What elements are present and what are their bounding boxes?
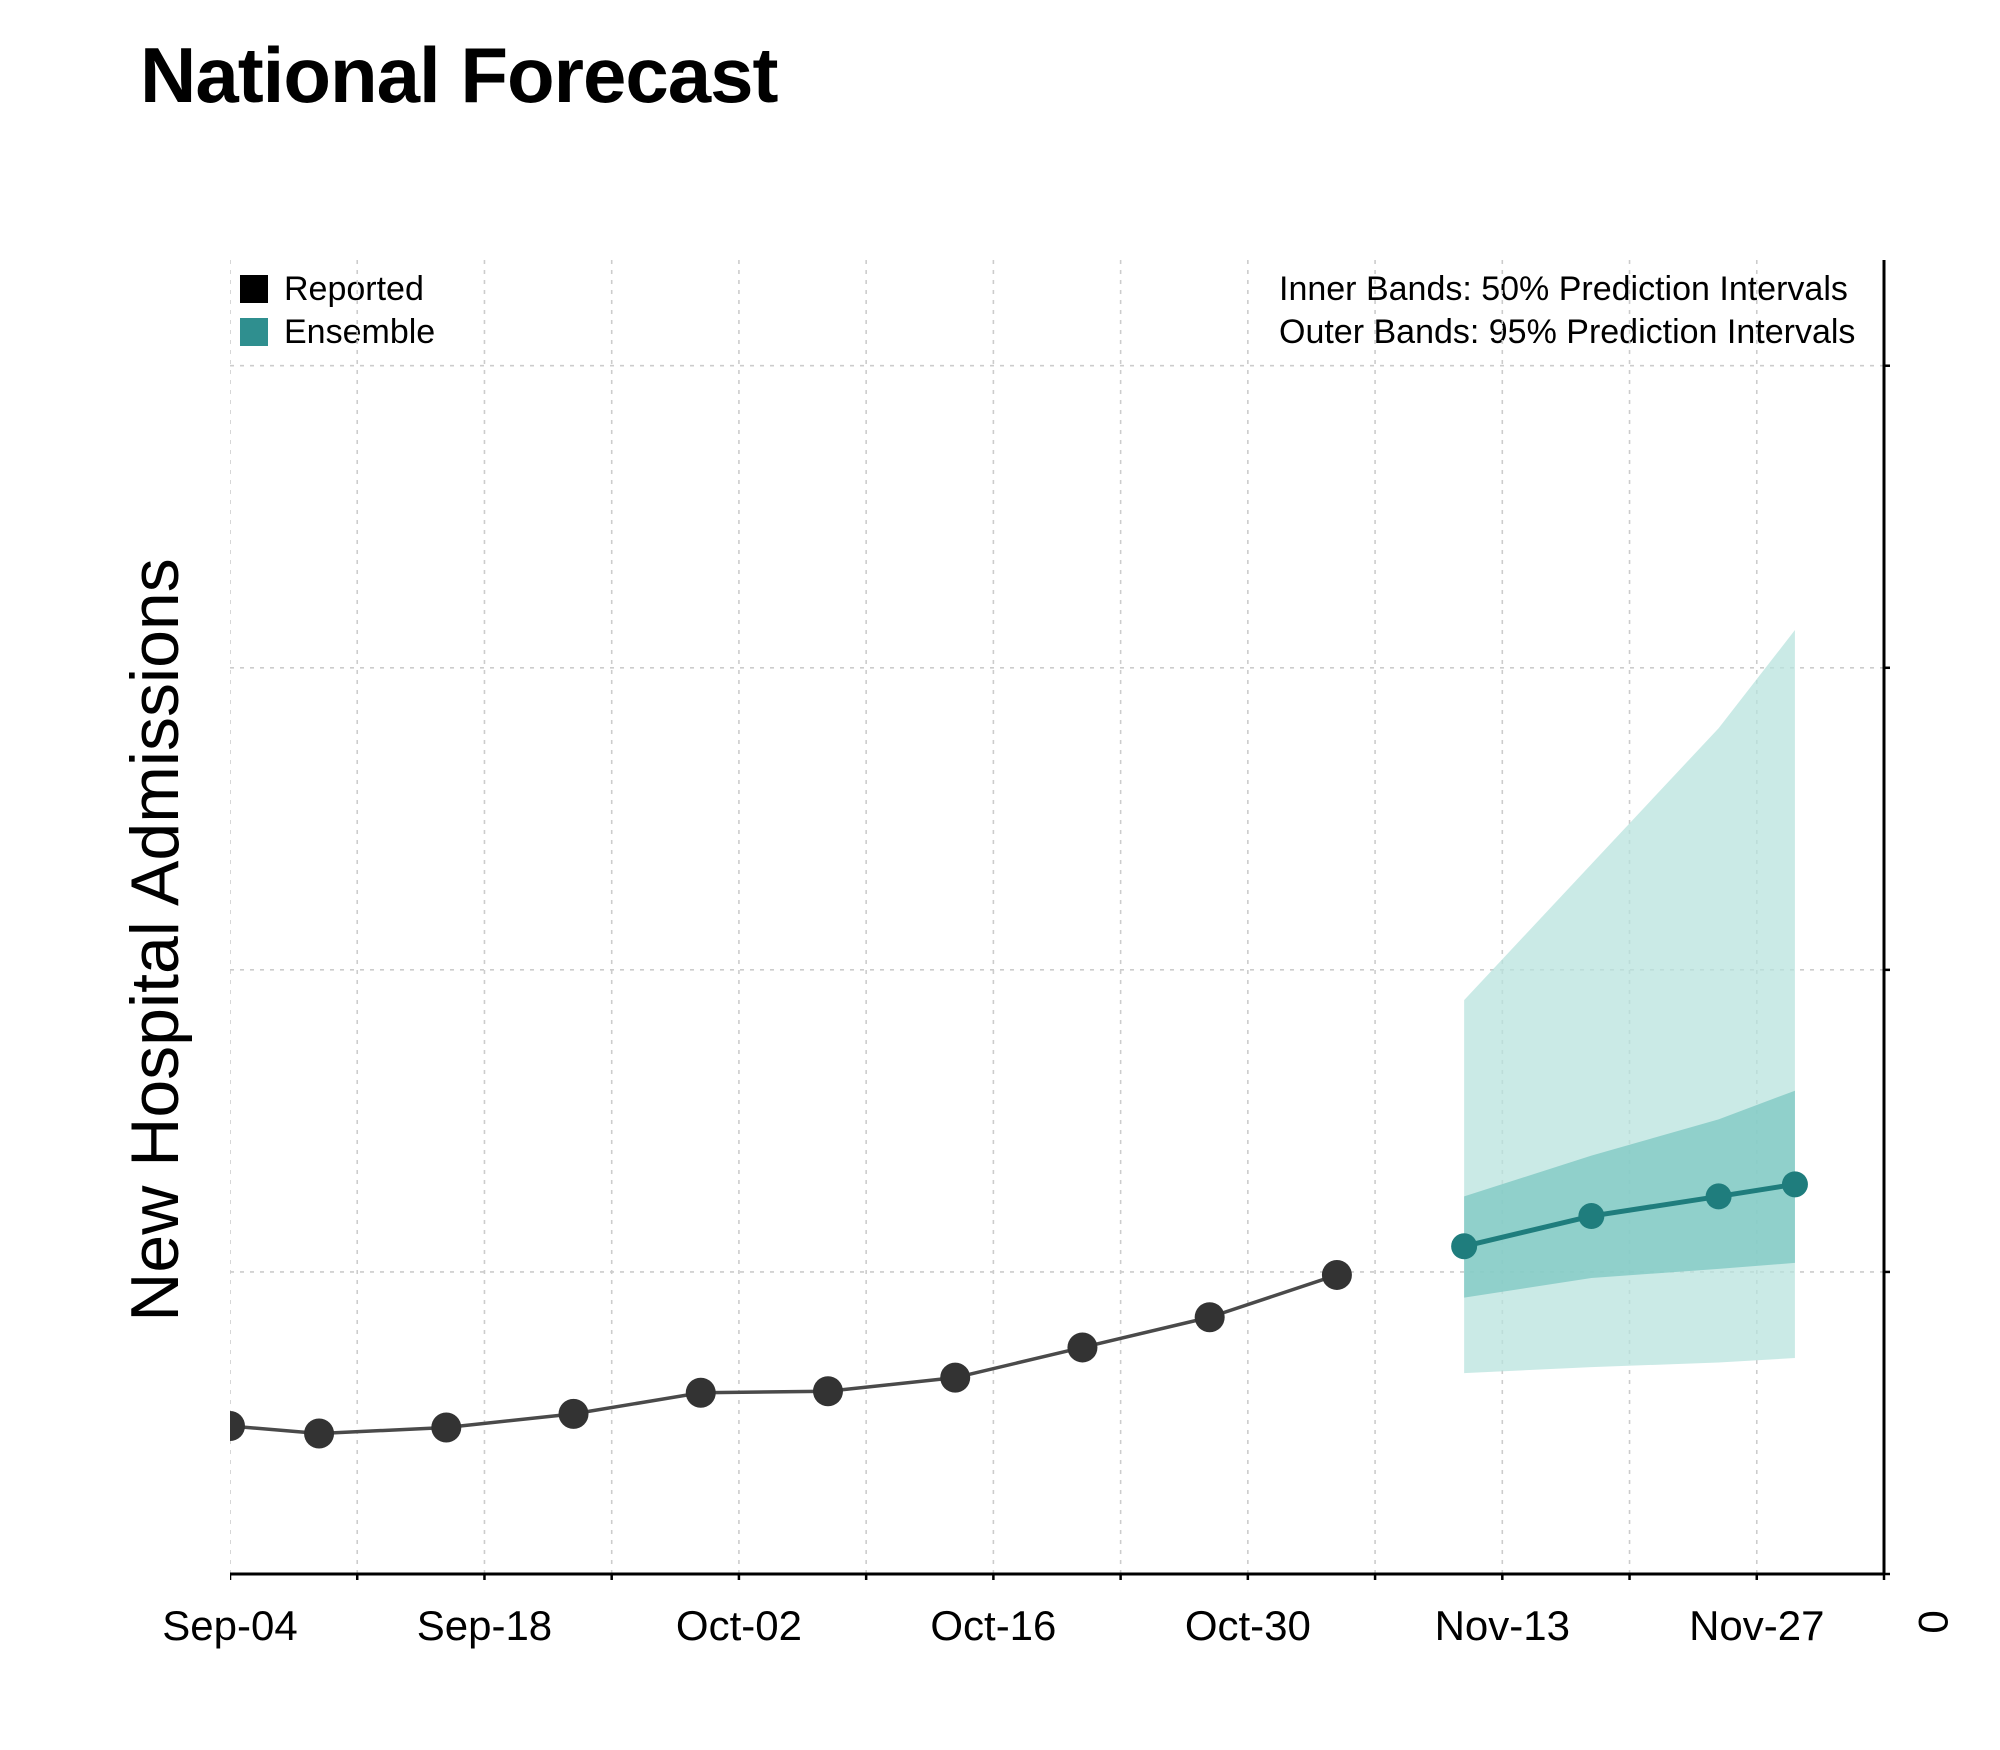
reported-point [559,1399,589,1429]
y-tick-label: 4,000 [1991,965,2000,1070]
reported-point [1322,1260,1352,1290]
ensemble-point [1451,1233,1477,1259]
reported-point [813,1376,843,1406]
plot-area [230,260,1890,1580]
chart-container: National Forecast New Hospital Admission… [0,0,2000,1750]
reported-point [686,1378,716,1408]
y-axis-label: New Hospital Admissions [116,558,194,1321]
x-tick-label: Oct-02 [676,1602,802,1650]
x-tick-label: Oct-16 [930,1602,1056,1650]
reported-point [230,1411,245,1441]
y-tick-label: 8,000 [1991,361,2000,466]
x-tick-label: Sep-04 [162,1602,297,1650]
ensemble-point [1782,1171,1808,1197]
reported-point [431,1412,461,1442]
ensemble-point [1578,1203,1604,1229]
y-tick-label: 0 [1909,1610,1957,1633]
reported-point [1195,1302,1225,1332]
reported-line [230,1275,1337,1434]
x-tick-label: Sep-18 [417,1602,552,1650]
ensemble-point [1706,1183,1732,1209]
reported-point [304,1419,334,1449]
y-tick-label: 2,000 [1991,1267,2000,1372]
y-tick-label: 6,000 [1991,663,2000,768]
x-tick-label: Nov-13 [1435,1602,1570,1650]
reported-point [940,1363,970,1393]
reported-point [1067,1332,1097,1362]
x-tick-label: Oct-30 [1185,1602,1311,1650]
chart-title: National Forecast [140,30,778,121]
x-tick-label: Nov-27 [1689,1602,1824,1650]
